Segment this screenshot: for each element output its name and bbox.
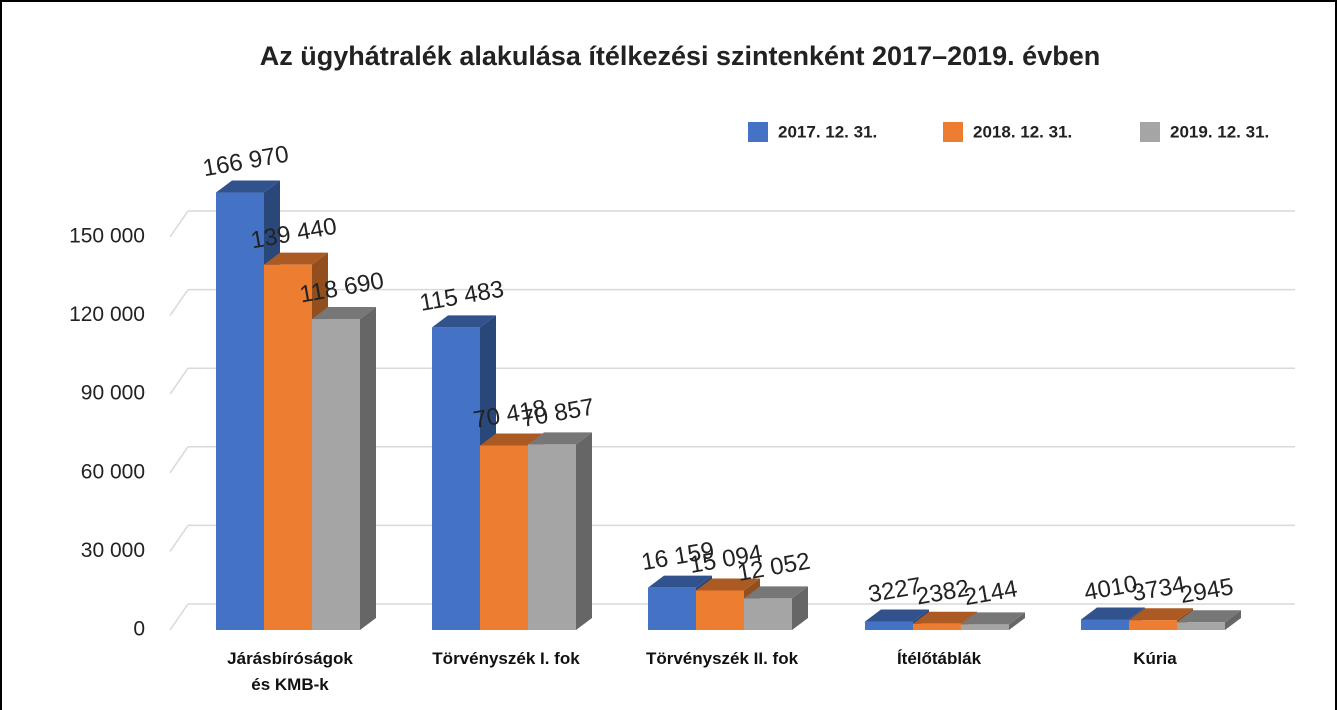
bar — [961, 612, 1025, 630]
bar — [1177, 610, 1241, 630]
chart-title: Az ügyhátralék alakulása ítélkezési szin… — [260, 41, 1100, 71]
bar — [312, 307, 376, 630]
x-tick-label: Ítélőtáblák — [896, 649, 982, 668]
y-tick-label: 30 000 — [81, 539, 145, 562]
grid-line — [169, 289, 189, 317]
y-tick-label: 150 000 — [69, 225, 145, 248]
grid-line — [169, 524, 189, 552]
x-tick-label: Törvényszék I. fok — [432, 649, 580, 668]
y-tick-label: 120 000 — [69, 303, 145, 326]
legend-label: 2017. 12. 31. — [778, 122, 877, 141]
grid-line — [169, 210, 189, 238]
x-tick-label: Járásbíróságok és KMB-k — [227, 649, 353, 694]
y-tick-label: 60 000 — [81, 460, 145, 483]
x-tick-label: Kúria — [1133, 649, 1177, 668]
x-tick-label: Törvényszék II. fok — [645, 649, 799, 668]
bar — [744, 586, 808, 630]
legend-label: 2018. 12. 31. — [973, 122, 1072, 141]
legend-swatch — [943, 122, 963, 142]
bar — [528, 432, 592, 630]
legend-swatch — [1140, 122, 1160, 142]
grid-line — [169, 603, 189, 631]
legend-swatch — [748, 122, 768, 142]
y-tick-label: 90 000 — [81, 382, 145, 405]
grid-line — [169, 367, 189, 395]
y-tick-label: 0 — [133, 618, 145, 641]
grid-line — [169, 446, 189, 474]
legend-label: 2019. 12. 31. — [1170, 122, 1269, 141]
